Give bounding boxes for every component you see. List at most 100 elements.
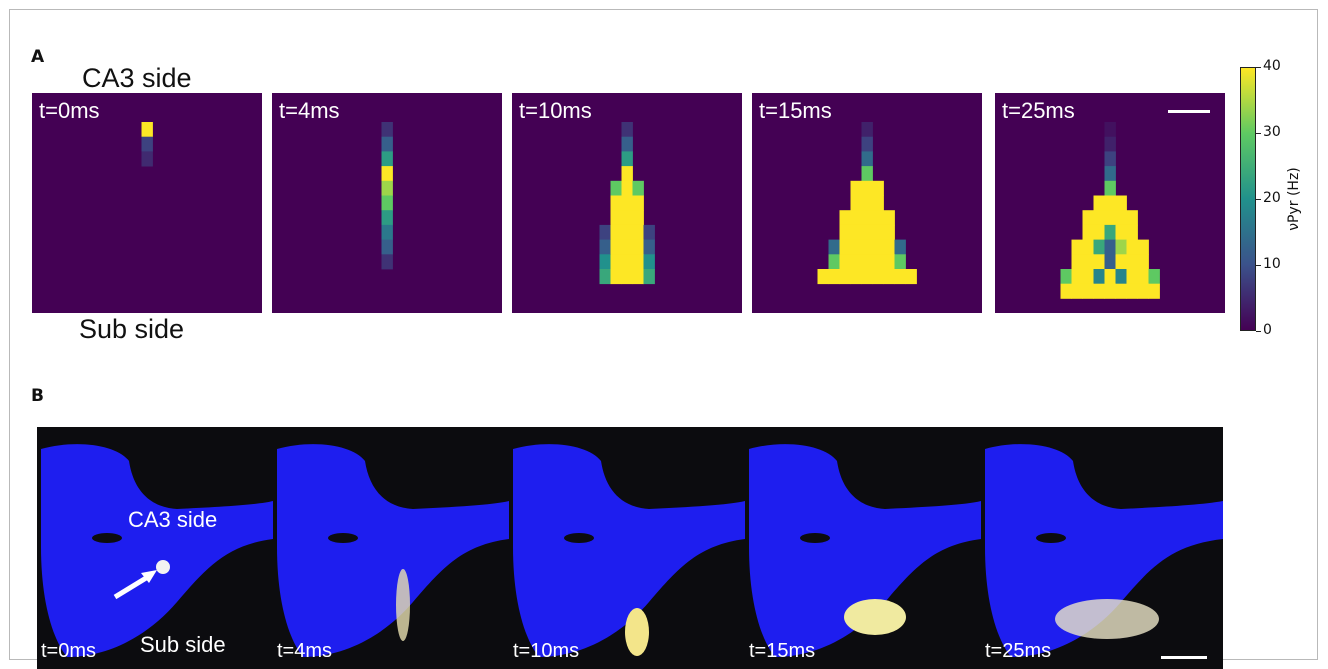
heatmap-cell bbox=[861, 269, 873, 285]
heatmap-cell bbox=[1093, 224, 1105, 240]
heatmap-cell bbox=[872, 195, 884, 211]
heatmap-cell bbox=[381, 180, 393, 196]
heatmap-cell bbox=[850, 254, 862, 270]
heatmap-cell bbox=[632, 254, 644, 270]
heatmap-cell bbox=[632, 210, 644, 226]
heatmap-cell bbox=[610, 210, 622, 226]
heatmap-cell bbox=[1115, 195, 1127, 211]
heatmap-cell bbox=[1082, 224, 1094, 240]
heatmap-cell bbox=[1082, 210, 1094, 226]
heatmap-cell bbox=[850, 180, 862, 196]
heatmap-cell bbox=[621, 122, 633, 138]
heatmap-cell bbox=[381, 136, 393, 152]
heatmap-cell bbox=[1126, 210, 1138, 226]
heatmap-cell bbox=[621, 269, 633, 285]
heatmap-cell bbox=[1082, 239, 1094, 255]
heatmap-cell bbox=[1093, 210, 1105, 226]
heatmap-cell bbox=[599, 239, 611, 255]
colorbar-tick-label: 20 bbox=[1263, 190, 1281, 206]
colorbar-tick bbox=[1256, 265, 1261, 266]
heatmap-cells-3 bbox=[817, 122, 917, 285]
colorbar-tick-label: 0 bbox=[1263, 322, 1272, 338]
panel-a-top-label: CA3 side bbox=[82, 63, 192, 93]
heatmap-cell bbox=[1115, 239, 1127, 255]
heatmap-cell bbox=[839, 254, 851, 270]
heatmap-cell bbox=[861, 122, 873, 138]
heatmap-cell bbox=[381, 254, 393, 270]
imaging-panel-3: t=15ms bbox=[745, 427, 981, 669]
heatmap-time-label: t=4ms bbox=[279, 98, 340, 123]
heatmap-cell bbox=[1104, 166, 1116, 182]
imaging-bottom-label: Sub side bbox=[140, 632, 226, 657]
heatmap-cell bbox=[381, 210, 393, 226]
heatmap-cell bbox=[1071, 269, 1083, 285]
heatmap-cell bbox=[1060, 283, 1072, 299]
heatmap-cell bbox=[141, 136, 153, 152]
colorbar-tick-label: 10 bbox=[1263, 256, 1281, 272]
heatmap-cell bbox=[905, 269, 917, 285]
heatmap-cell bbox=[861, 136, 873, 152]
heatmap-cell bbox=[1104, 254, 1116, 270]
heatmap-cell bbox=[861, 195, 873, 211]
heatmap-cell bbox=[621, 195, 633, 211]
heatmap-cell bbox=[643, 239, 655, 255]
heatmap-cell bbox=[872, 180, 884, 196]
heatmap-cell bbox=[839, 210, 851, 226]
heatmap-cell bbox=[850, 195, 862, 211]
heatmap-cell bbox=[861, 166, 873, 182]
heatmap-cell bbox=[1104, 210, 1116, 226]
heatmap-cell bbox=[839, 224, 851, 240]
imaging-panel-2: t=10ms bbox=[509, 427, 745, 669]
heatmap-cell bbox=[1104, 195, 1116, 211]
heatmap-cell bbox=[621, 254, 633, 270]
imaging-strip: CA3 side Sub side t=0ms t=4ms t=10ms t=1… bbox=[37, 427, 1223, 669]
heatmap-cell bbox=[381, 122, 393, 138]
heatmap-cell bbox=[1082, 254, 1094, 270]
heatmap-cell bbox=[1093, 254, 1105, 270]
heatmap-cell bbox=[883, 239, 895, 255]
heatmap-cell bbox=[1082, 269, 1094, 285]
heatmap-cell bbox=[381, 224, 393, 240]
heatmap-cell bbox=[1104, 136, 1116, 152]
heatmap-cell bbox=[1126, 224, 1138, 240]
heatmap-cell bbox=[861, 239, 873, 255]
heatmap-cell bbox=[1115, 269, 1127, 285]
heatmap-cell bbox=[1137, 283, 1149, 299]
heatmap-cell bbox=[632, 180, 644, 196]
heatmap-cell bbox=[1126, 239, 1138, 255]
heatmap-cell bbox=[894, 269, 906, 285]
imaging-time-label: t=0ms bbox=[41, 640, 97, 662]
heatmap-cell bbox=[643, 254, 655, 270]
heatmap-cell bbox=[883, 224, 895, 240]
heatmap-cell bbox=[839, 269, 851, 285]
heatmap-cell bbox=[883, 210, 895, 226]
heatmap-cell bbox=[861, 151, 873, 167]
imaging-time-label: t=25ms bbox=[985, 640, 1052, 662]
heatmap-panel-3: t=15ms bbox=[752, 93, 982, 313]
heatmap-cell bbox=[1115, 210, 1127, 226]
scale-bar bbox=[1168, 110, 1210, 113]
colorbar-tick-label: 40 bbox=[1263, 58, 1281, 74]
heatmap-cell bbox=[621, 224, 633, 240]
heatmap-cell bbox=[1104, 122, 1116, 138]
heatmap-cell bbox=[894, 254, 906, 270]
heatmap-cell bbox=[1060, 269, 1072, 285]
heatmap-cell bbox=[1093, 195, 1105, 211]
heatmap-panel-1: t=4ms bbox=[272, 93, 502, 313]
heatmap-cell bbox=[1115, 283, 1127, 299]
heatmap-cell bbox=[1115, 224, 1127, 240]
heatmap-cell bbox=[643, 269, 655, 285]
heatmap-cell bbox=[872, 254, 884, 270]
heatmap-cells-0 bbox=[141, 122, 153, 167]
tissue-image bbox=[513, 444, 745, 657]
heatmap-cell bbox=[850, 224, 862, 240]
heatmap-panel-4: t=25ms bbox=[995, 93, 1225, 313]
heatmap-cell bbox=[1082, 283, 1094, 299]
heatmap-time-label: t=10ms bbox=[519, 98, 592, 123]
heatmap-cell bbox=[632, 239, 644, 255]
imaging-top-label: CA3 side bbox=[128, 507, 218, 532]
heatmap-cell bbox=[1093, 269, 1105, 285]
heatmap-cell bbox=[1126, 283, 1138, 299]
heatmap-cell bbox=[381, 151, 393, 167]
heatmap-cell bbox=[621, 166, 633, 182]
